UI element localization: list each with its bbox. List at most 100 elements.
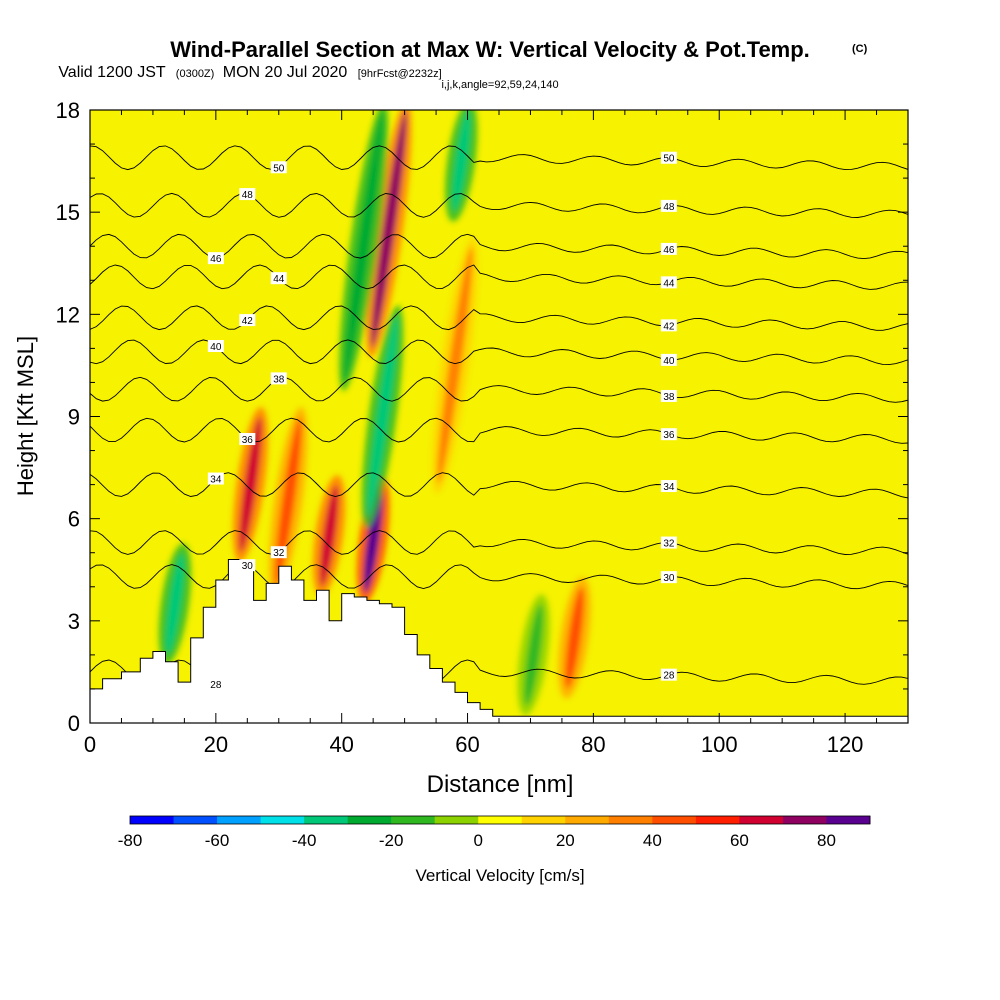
x-tick-label: 80: [581, 732, 605, 757]
theta-label-bg: [270, 372, 287, 385]
theta-label-bg: [239, 559, 256, 572]
theta-label-bg: [660, 428, 677, 441]
theta-label-bg: [660, 353, 677, 366]
colorbar-tick-label: -60: [205, 831, 230, 850]
subtitle-fcst: [9hrFcst@2232z]: [358, 68, 442, 80]
y-tick-label: 6: [68, 507, 80, 532]
subtitle-indices: i,j,k,angle=92,59,24,140: [441, 79, 558, 91]
vertical-velocity-field: [158, 110, 591, 716]
theta-label-bg: [660, 480, 677, 493]
theta-label: 30: [242, 561, 254, 572]
theta-label: 40: [663, 356, 675, 367]
theta-label-bg: [660, 276, 677, 289]
plot-area: [90, 110, 908, 723]
theta-contour: [90, 472, 908, 499]
subtitle-utc: (0300Z): [176, 68, 215, 80]
theta-label: 28: [210, 680, 222, 691]
theta-label: 28: [663, 671, 675, 682]
colorbar-swatch: [130, 816, 175, 824]
theta-contour: [90, 564, 908, 590]
theta-label: 36: [242, 435, 254, 446]
theta-label-bg: [270, 546, 287, 559]
x-tick-label: 120: [827, 732, 864, 757]
colorbar-swatch: [695, 816, 740, 824]
theta-label: 46: [210, 254, 222, 265]
colorbar-tick-label: -40: [292, 831, 317, 850]
colorbar-frame: [129, 815, 871, 825]
w-feature: [239, 417, 262, 553]
w-feature: [524, 604, 543, 706]
theta-label-bg: [660, 199, 677, 212]
theta-contour-labels: 28 28 30 30 32 32 34 34 36 36 38 38 40 40 42 42 44 44 46 46…: [207, 151, 677, 691]
chart-title-mark: (C): [852, 43, 868, 55]
theta-label: 42: [242, 316, 254, 327]
theta-contour: [90, 339, 908, 366]
chart-title: Wind-Parallel Section at Max W: Vertical…: [170, 37, 810, 62]
x-axis: 0 20 40 60 80 100 120: [84, 110, 909, 757]
w-feature: [165, 553, 185, 655]
w-feature: [319, 485, 339, 587]
theta-label: 34: [210, 475, 222, 486]
colorbar-tick-label: 60: [730, 831, 749, 850]
theta-label: 32: [273, 548, 285, 559]
theta-contour: [90, 192, 908, 218]
theta-label: 30: [663, 573, 675, 584]
subtitle-date: MON 20 Jul 2020: [223, 64, 348, 81]
theta-label: 38: [663, 392, 675, 403]
colorbar-swatch: [260, 816, 305, 824]
colorbar-swatch: [782, 816, 827, 824]
x-tick-label: 40: [329, 732, 353, 757]
theta-contour: [90, 530, 908, 555]
theta-label-bg: [660, 242, 677, 255]
theta-label: 44: [663, 278, 675, 289]
x-tick-label: 0: [84, 732, 96, 757]
theta-label-bg: [207, 677, 224, 690]
theta-label-bg: [239, 433, 256, 446]
colorbar-swatch: [304, 816, 349, 824]
w-feature: [565, 587, 584, 689]
theta-label: 40: [210, 342, 222, 353]
theta-contour: [90, 376, 908, 403]
y-axis-label: Height [Kft MSL]: [13, 336, 38, 496]
theta-label-bg: [270, 272, 287, 285]
theta-contour: [90, 233, 908, 260]
theta-label-bg: [207, 252, 224, 265]
colorbar-tick-label: -20: [379, 831, 404, 850]
colorbar-swatch: [217, 816, 262, 824]
y-tick-label: 3: [68, 609, 80, 634]
theta-label: 48: [663, 202, 675, 213]
x-tick-label: 60: [455, 732, 479, 757]
theta-label-bg: [660, 319, 677, 332]
theta-label: 34: [663, 482, 675, 493]
y-tick-label: 18: [56, 98, 80, 123]
colorbar-tick-label: 40: [643, 831, 662, 850]
theta-label-bg: [270, 161, 287, 174]
colorbar-label: Vertical Velocity [cm/s]: [415, 866, 584, 885]
colorbar-swatch: [173, 816, 218, 824]
theta-contour: [90, 305, 908, 331]
terrain: [90, 559, 908, 723]
colorbar-swatch: [739, 816, 784, 824]
theta-label: 38: [273, 374, 285, 385]
x-tick-label: 100: [701, 732, 738, 757]
w-feature: [367, 315, 399, 518]
theta-label-bg: [207, 472, 224, 485]
subtitle-valid: Valid 1200 JST: [58, 64, 166, 81]
theta-label-bg: [239, 314, 256, 327]
theta-label: 44: [273, 274, 285, 285]
chart-subtitle: Valid 1200 JST (0300Z) MON 20 Jul 2020 […: [58, 64, 441, 81]
colorbar-tick-label: 80: [817, 831, 836, 850]
theta-label: 46: [663, 245, 675, 256]
y-tick-label: 12: [56, 302, 80, 327]
theta-label: 50: [663, 154, 675, 165]
colorbar-tick-label: 20: [556, 831, 575, 850]
theta-contour: [90, 264, 908, 290]
theta-label: 32: [663, 539, 675, 550]
x-axis-label: Distance [nm]: [427, 771, 574, 798]
theta-label-bg: [660, 389, 677, 402]
theta-label-bg: [207, 339, 224, 352]
colorbar-swatch: [434, 816, 479, 824]
colorbar-swatch: [608, 816, 653, 824]
